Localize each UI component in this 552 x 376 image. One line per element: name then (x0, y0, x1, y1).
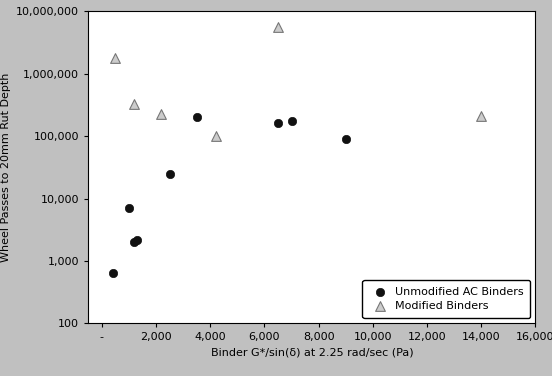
Unmodified AC Binders (341, 136, 350, 142)
Unmodified AC Binders (274, 120, 283, 126)
Modified Binders (211, 133, 220, 139)
Unmodified AC Binders (132, 237, 141, 243)
Legend: Unmodified AC Binders, Modified Binders: Unmodified AC Binders, Modified Binders (362, 280, 530, 318)
Unmodified AC Binders (287, 118, 296, 124)
Modified Binders (130, 101, 139, 107)
Y-axis label: Wheel Passes to 20mm Rut Depth: Wheel Passes to 20mm Rut Depth (1, 73, 10, 262)
Unmodified AC Binders (192, 114, 201, 120)
Modified Binders (111, 55, 120, 61)
Modified Binders (274, 24, 283, 30)
Unmodified AC Binders (108, 270, 117, 276)
X-axis label: Binder G*/sin(δ) at 2.25 rad/sec (Pa): Binder G*/sin(δ) at 2.25 rad/sec (Pa) (210, 348, 413, 358)
Modified Binders (477, 113, 486, 119)
Unmodified AC Binders (130, 239, 139, 245)
Unmodified AC Binders (165, 171, 174, 177)
Modified Binders (157, 111, 166, 117)
Unmodified AC Binders (125, 205, 134, 211)
